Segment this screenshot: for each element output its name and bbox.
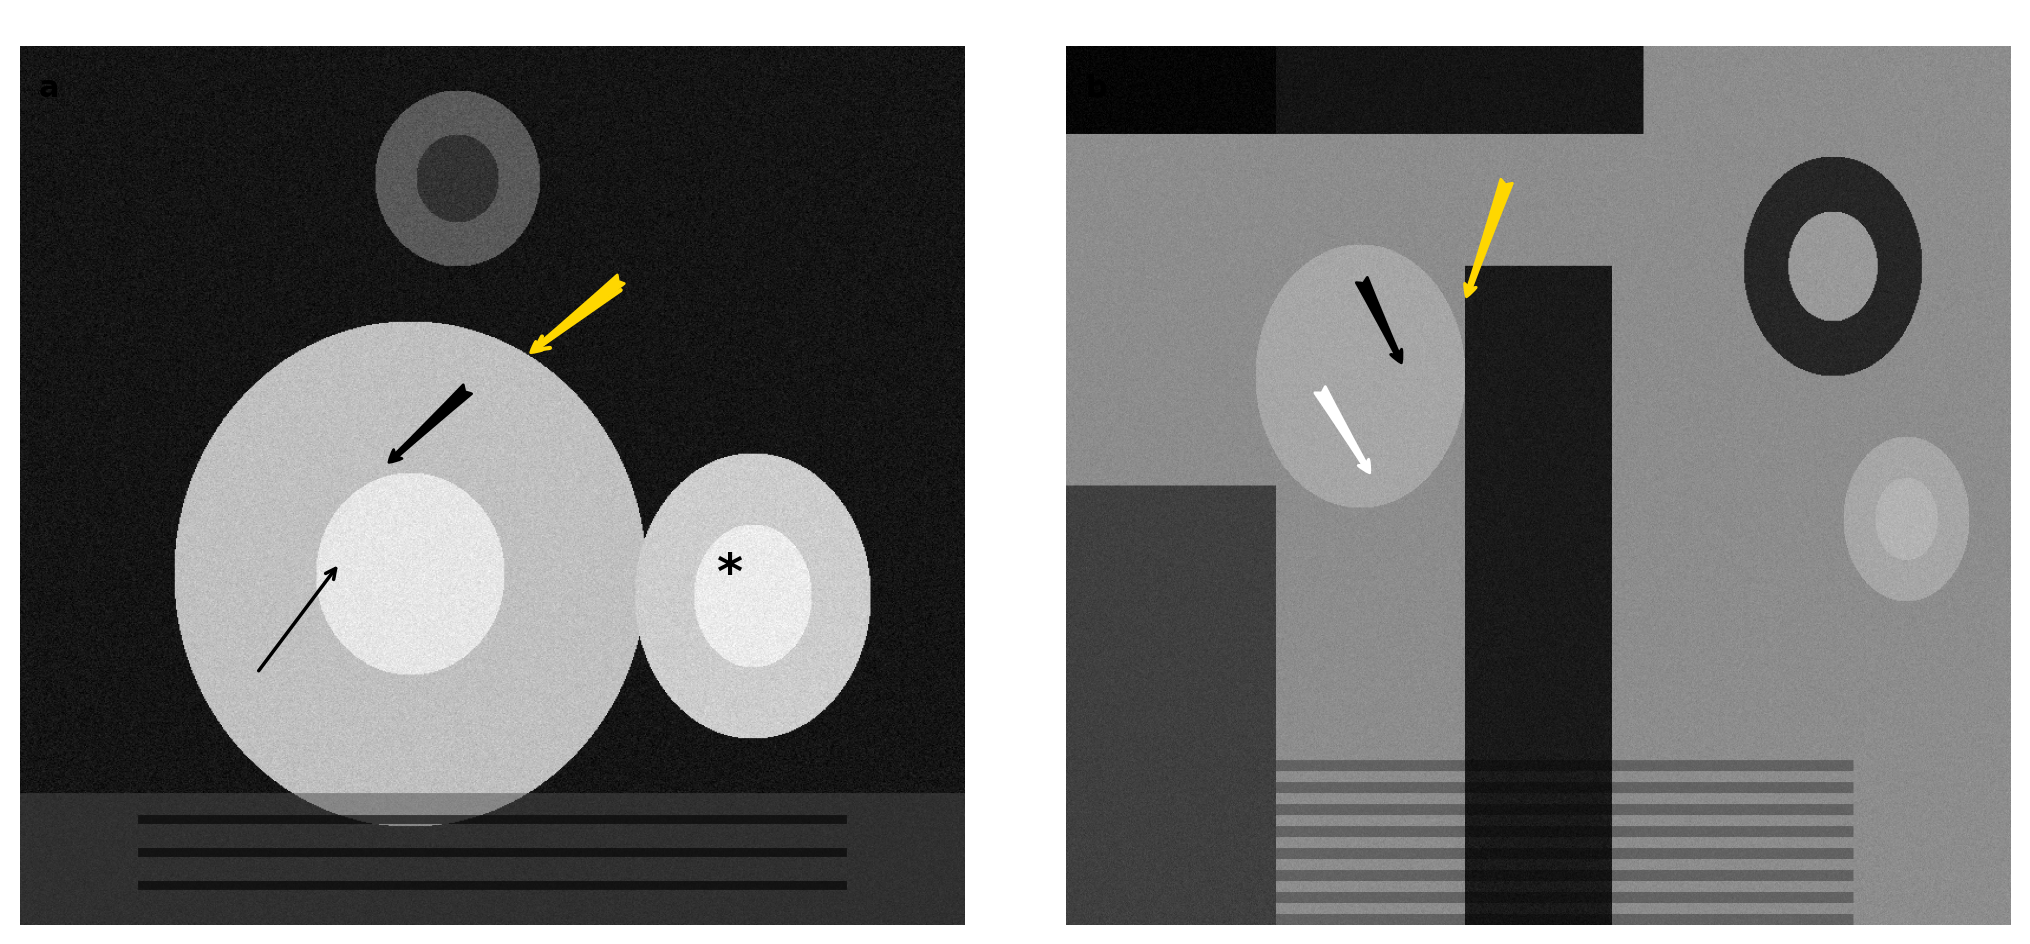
Text: b: b [1084, 74, 1106, 103]
Text: *: * [717, 550, 741, 598]
Text: a: a [39, 74, 59, 103]
